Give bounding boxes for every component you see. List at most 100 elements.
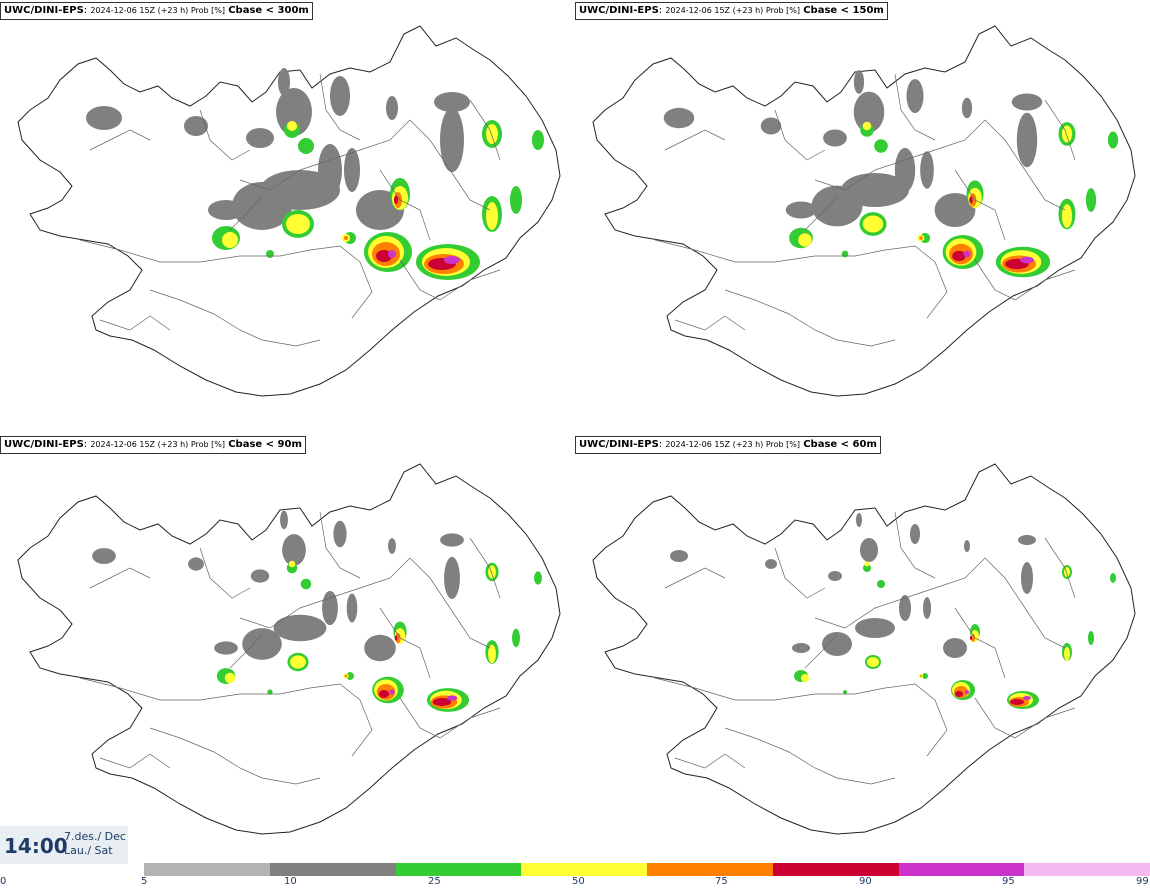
probability-area xyxy=(853,91,885,133)
region-border xyxy=(89,567,151,589)
region-border xyxy=(1044,537,1076,599)
probability-area xyxy=(488,644,496,664)
probability-area xyxy=(300,578,312,590)
probability-area xyxy=(1061,204,1073,228)
region-border xyxy=(654,239,948,319)
coastline xyxy=(592,463,1136,835)
region-border xyxy=(199,547,251,599)
probability-area xyxy=(364,634,396,662)
probability-area xyxy=(969,196,973,204)
coastline xyxy=(17,463,561,835)
probability-area xyxy=(378,690,390,698)
probability-area xyxy=(1016,112,1038,168)
probability-area xyxy=(823,129,847,147)
region-border xyxy=(399,697,501,739)
region-border xyxy=(974,697,1076,739)
probability-area xyxy=(510,186,522,214)
probability-area xyxy=(446,695,458,701)
panel-title: UWC/DINI-EPS: 2024-12-06 15Z (+23 h) Pro… xyxy=(575,436,881,454)
probability-area xyxy=(444,556,460,600)
coastline xyxy=(592,25,1136,397)
probability-area xyxy=(1110,573,1116,583)
map-panel-1: UWC/DINI-EPS: 2024-12-06 15Z (+23 h) Pro… xyxy=(0,0,575,437)
map-panel-3: UWC/DINI-EPS: 2024-12-06 15Z (+23 h) Pro… xyxy=(0,434,575,871)
probability-area xyxy=(246,128,274,148)
panel-title: UWC/DINI-EPS: 2024-12-06 15Z (+23 h) Pro… xyxy=(0,2,313,20)
probability-area xyxy=(266,250,274,258)
probability-area xyxy=(346,593,358,623)
legend-swatch xyxy=(898,863,1025,876)
probability-area xyxy=(344,674,348,678)
probability-area xyxy=(214,641,238,655)
probability-area xyxy=(841,250,849,258)
region-border xyxy=(99,753,171,769)
legend-label: 90 xyxy=(859,876,872,887)
model-name: UWC/DINI-EPS xyxy=(579,5,659,16)
probability-area xyxy=(862,121,872,131)
probability-area xyxy=(855,618,895,638)
probability-area xyxy=(276,88,312,136)
region-border xyxy=(984,119,1066,211)
probability-area xyxy=(828,571,842,581)
region-border xyxy=(149,727,321,785)
region-border xyxy=(804,633,838,669)
probability-area xyxy=(278,68,290,96)
region-border xyxy=(199,109,251,161)
probability-area xyxy=(910,524,920,544)
legend-label: 75 xyxy=(715,876,728,887)
region-border xyxy=(984,557,1066,649)
panel-title: UWC/DINI-EPS: 2024-12-06 15Z (+23 h) Pro… xyxy=(575,2,888,20)
probability-area xyxy=(877,580,885,588)
legend-label: 0 xyxy=(0,876,7,887)
probability-area xyxy=(964,540,970,552)
legend-swatch xyxy=(144,863,270,876)
probability-area xyxy=(86,106,122,130)
region-border xyxy=(379,607,431,679)
probability-area xyxy=(344,148,360,192)
region-border xyxy=(664,567,726,589)
probability-area xyxy=(440,533,464,547)
probability-area xyxy=(394,635,398,641)
iceland-map xyxy=(592,25,1136,397)
probability-area xyxy=(906,79,924,113)
valid-time-box: 14:00 7.des./ Dec Lau./ Sat xyxy=(0,826,128,864)
model-name: UWC/DINI-EPS xyxy=(579,439,659,450)
legend-swatch xyxy=(772,863,899,876)
probability-area xyxy=(922,673,928,679)
probability-area xyxy=(388,250,396,258)
probability-area xyxy=(1064,647,1070,661)
region-border xyxy=(894,511,936,579)
probability-area xyxy=(920,151,934,189)
legend-swatch xyxy=(269,863,396,876)
probability-area xyxy=(288,560,296,568)
color-legend xyxy=(144,863,1150,876)
model-name: UWC/DINI-EPS xyxy=(4,439,84,450)
probability-area xyxy=(532,130,544,150)
probability-area xyxy=(856,513,862,527)
probability-area xyxy=(298,138,314,154)
probability-area xyxy=(923,597,931,619)
legend-label: 99 xyxy=(1136,876,1149,887)
region-border xyxy=(724,289,896,347)
probability-area xyxy=(1085,188,1097,212)
probability-area xyxy=(1023,696,1031,700)
region-border xyxy=(89,129,151,151)
run-timestamp: 2024-12-06 15Z (+23 h) Prob [%] xyxy=(90,6,226,15)
probability-area xyxy=(224,672,236,684)
probability-area xyxy=(290,655,306,669)
probability-area xyxy=(486,202,498,230)
region-border xyxy=(319,73,361,141)
probability-area xyxy=(864,561,870,567)
probability-area xyxy=(432,698,452,706)
probability-area xyxy=(388,538,396,554)
probability-area xyxy=(318,144,342,196)
probability-area xyxy=(242,628,282,660)
probability-area xyxy=(822,632,852,656)
probability-area xyxy=(1088,631,1094,645)
probability-area xyxy=(843,690,847,694)
probability-area xyxy=(969,193,977,207)
region-border xyxy=(79,677,373,757)
probability-area xyxy=(867,657,879,667)
legend-label: 95 xyxy=(1002,876,1015,887)
probability-area xyxy=(286,214,310,234)
